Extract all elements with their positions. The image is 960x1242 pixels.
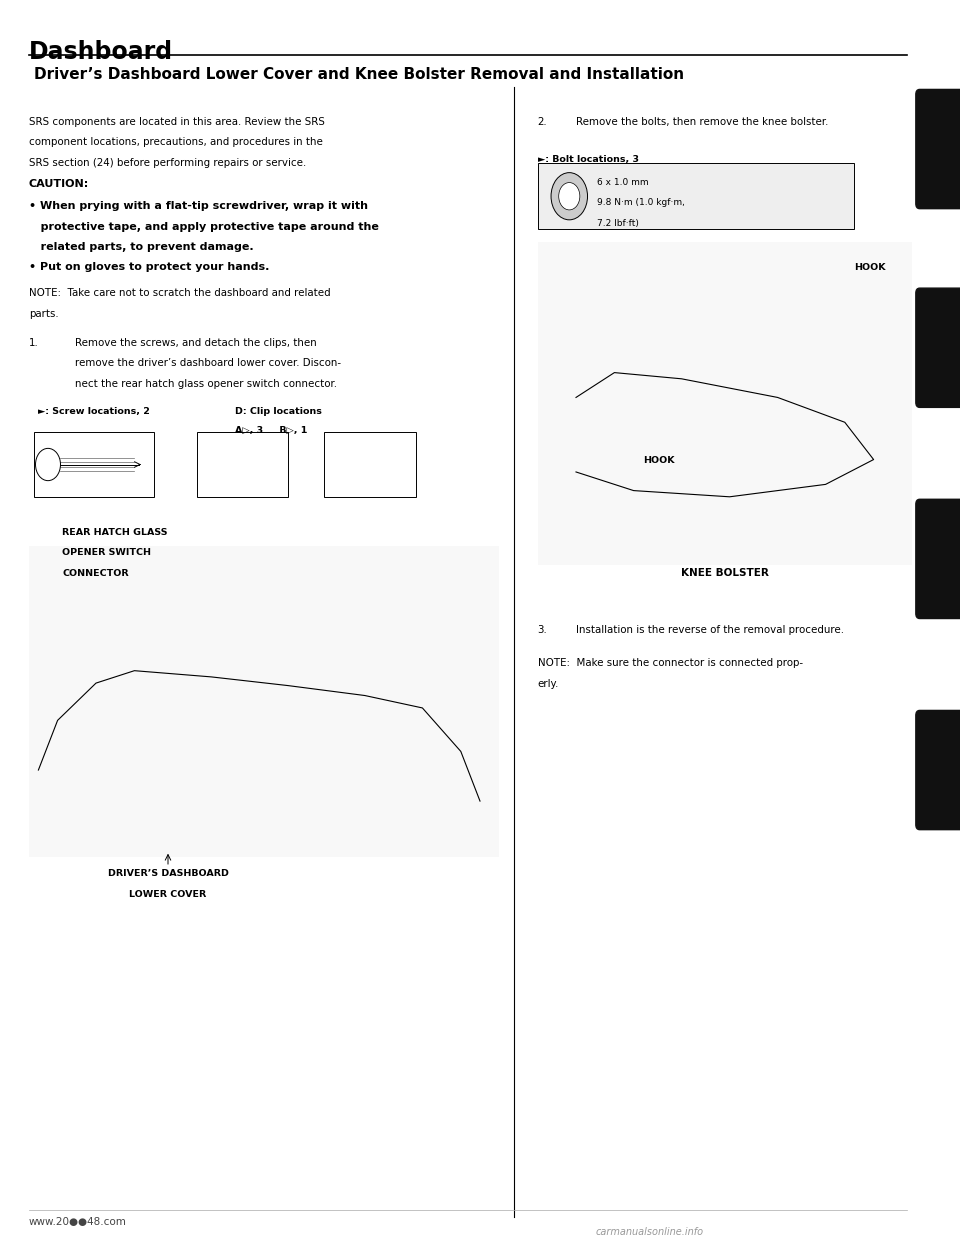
Text: 9.8 N·m (1.0 kgf·m,: 9.8 N·m (1.0 kgf·m, — [597, 197, 685, 207]
Text: D: Clip locations: D: Clip locations — [235, 407, 322, 416]
Text: LOWER COVER: LOWER COVER — [130, 889, 206, 899]
Text: HOOK: HOOK — [854, 263, 886, 272]
Text: parts.: parts. — [29, 308, 59, 319]
Text: SRS section (24) before performing repairs or service.: SRS section (24) before performing repai… — [29, 158, 306, 168]
Circle shape — [559, 183, 580, 210]
Text: component locations, precautions, and procedures in the: component locations, precautions, and pr… — [29, 138, 323, 148]
Text: 6 x 1.0 mm: 6 x 1.0 mm — [597, 178, 649, 186]
Text: Dashboard: Dashboard — [29, 40, 173, 63]
Text: Remove the bolts, then remove the knee bolster.: Remove the bolts, then remove the knee b… — [576, 117, 828, 127]
Text: Installation is the reverse of the removal procedure.: Installation is the reverse of the remov… — [576, 625, 844, 635]
Text: 3.: 3. — [538, 625, 547, 635]
Text: CONNECTOR: CONNECTOR — [62, 569, 129, 578]
Text: 7.2 lbf·ft): 7.2 lbf·ft) — [597, 219, 639, 227]
Text: NOTE:  Take care not to scratch the dashboard and related: NOTE: Take care not to scratch the dashb… — [29, 288, 330, 298]
Text: A▷, 3     B▷, 1: A▷, 3 B▷, 1 — [235, 426, 307, 435]
FancyBboxPatch shape — [916, 89, 960, 209]
Text: NOTE:  Make sure the connector is connected prop-: NOTE: Make sure the connector is connect… — [538, 658, 803, 668]
Bar — [34, 432, 154, 497]
Text: nect the rear hatch glass opener switch connector.: nect the rear hatch glass opener switch … — [75, 379, 337, 389]
Bar — [324, 432, 416, 497]
Text: CAUTION:: CAUTION: — [29, 179, 89, 189]
Text: SRS components are located in this area. Review the SRS: SRS components are located in this area.… — [29, 117, 324, 127]
Text: DRIVER’S DASHBOARD: DRIVER’S DASHBOARD — [108, 869, 228, 878]
Text: 2.: 2. — [538, 117, 547, 127]
Text: REAR HATCH GLASS: REAR HATCH GLASS — [62, 528, 168, 537]
Bar — [538, 163, 854, 229]
Text: carmanualsonline.info: carmanualsonline.info — [595, 1227, 704, 1237]
FancyBboxPatch shape — [916, 499, 960, 619]
Text: • When prying with a flat-tip screwdriver, wrap it with: • When prying with a flat-tip screwdrive… — [29, 201, 368, 211]
Text: KNEE BOLSTER: KNEE BOLSTER — [681, 568, 769, 578]
Text: protective tape, and apply protective tape around the: protective tape, and apply protective ta… — [29, 221, 378, 232]
FancyBboxPatch shape — [916, 288, 960, 407]
Text: Remove the screws, and detach the clips, then: Remove the screws, and detach the clips,… — [75, 338, 317, 348]
Text: OPENER SWITCH: OPENER SWITCH — [62, 549, 152, 558]
Text: 1.: 1. — [29, 338, 38, 348]
Bar — [538, 242, 912, 565]
Circle shape — [36, 448, 60, 481]
Text: ►: Screw locations, 2: ►: Screw locations, 2 — [38, 407, 151, 416]
Text: related parts, to prevent damage.: related parts, to prevent damage. — [29, 242, 253, 252]
Circle shape — [551, 173, 588, 220]
Text: Driver’s Dashboard Lower Cover and Knee Bolster Removal and Installation: Driver’s Dashboard Lower Cover and Knee … — [34, 67, 684, 82]
Bar — [29, 546, 499, 857]
Text: HOOK: HOOK — [643, 456, 675, 465]
Text: • Put on gloves to protect your hands.: • Put on gloves to protect your hands. — [29, 262, 269, 272]
Text: ►: Bolt locations, 3: ►: Bolt locations, 3 — [538, 155, 638, 164]
FancyBboxPatch shape — [916, 710, 960, 830]
Text: erly.: erly. — [538, 678, 559, 689]
Bar — [197, 432, 288, 497]
Text: remove the driver’s dashboard lower cover. Discon-: remove the driver’s dashboard lower cove… — [75, 358, 341, 369]
Text: www.20●●48.com: www.20●●48.com — [29, 1217, 127, 1227]
